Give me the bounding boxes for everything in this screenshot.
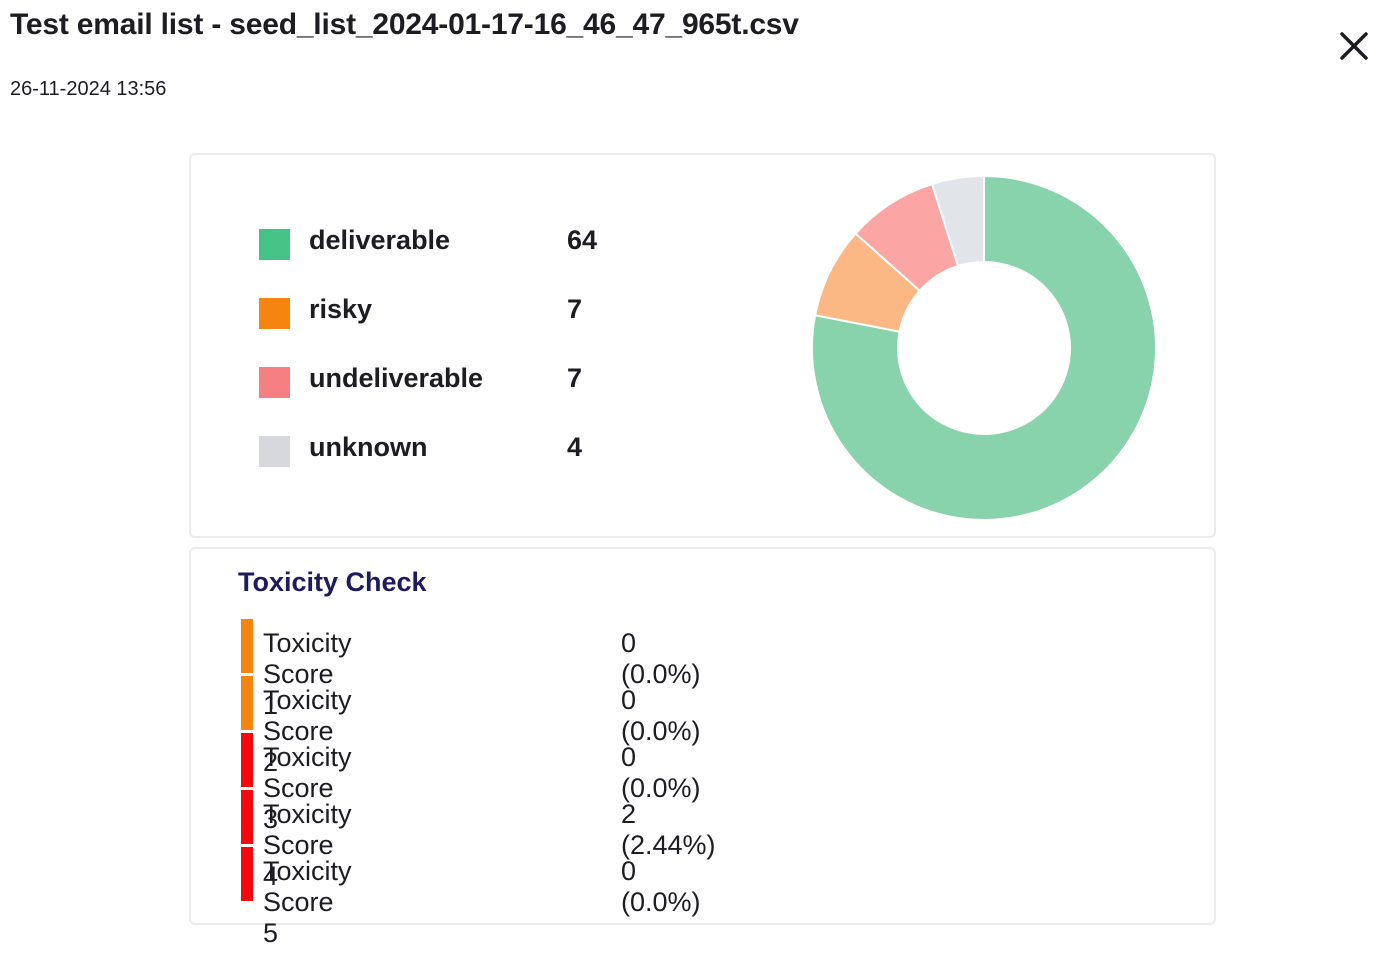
toxicity-value: 0 (0.0%)	[621, 742, 701, 803]
toxicity-card: Toxicity Check Toxicity Score 1 0 (0.0%)…	[189, 547, 1216, 948]
toxicity-heading: Toxicity Check	[238, 567, 427, 597]
legend-count: 4	[567, 432, 583, 462]
donut-chart	[811, 174, 1157, 521]
toxicity-level-bar	[241, 847, 253, 901]
legend-label: undeliverable	[309, 363, 484, 393]
donut-slice-unknown[interactable]	[930, 174, 985, 268]
summary-card: deliverable 64 risky 7 undeliverable 7 u…	[189, 153, 1216, 538]
toxicity-label: Toxicity Score 1	[263, 628, 352, 720]
toxicity-label: Toxicity Score 4	[263, 799, 352, 891]
toxicity-value: 0 (0.0%)	[621, 685, 701, 746]
legend-swatch	[259, 436, 290, 467]
legend-label: deliverable	[309, 225, 451, 255]
toxicity-level-bar	[241, 676, 253, 730]
page-title: Test email list - seed_list_2024-01-17-1…	[10, 8, 799, 41]
toxicity-label: Toxicity Score 2	[263, 685, 352, 777]
legend-count: 7	[567, 363, 583, 393]
toxicity-level-bar	[241, 790, 253, 844]
legend-count: 64	[567, 225, 598, 255]
toxicity-level-bar	[241, 733, 253, 787]
legend-label: risky	[309, 294, 373, 324]
toxicity-level-bar	[241, 619, 253, 673]
legend-swatch	[259, 298, 290, 329]
close-icon	[1340, 32, 1368, 60]
close-button[interactable]	[1332, 24, 1376, 68]
legend-swatch	[259, 229, 290, 260]
donut-slice-deliverable[interactable]	[811, 174, 1157, 521]
toxicity-label: Toxicity Score 3	[263, 742, 352, 834]
legend-count: 7	[567, 294, 583, 324]
toxicity-value: 0 (0.0%)	[621, 856, 701, 917]
legend-label: unknown	[309, 432, 428, 462]
report-timestamp: 26-11-2024 13:56	[10, 78, 167, 100]
legend-swatch	[259, 367, 290, 398]
toxicity-value: 2 (2.44%)	[621, 799, 716, 860]
toxicity-label: Toxicity Score 5	[263, 856, 352, 948]
toxicity-value: 0 (0.0%)	[621, 628, 701, 689]
